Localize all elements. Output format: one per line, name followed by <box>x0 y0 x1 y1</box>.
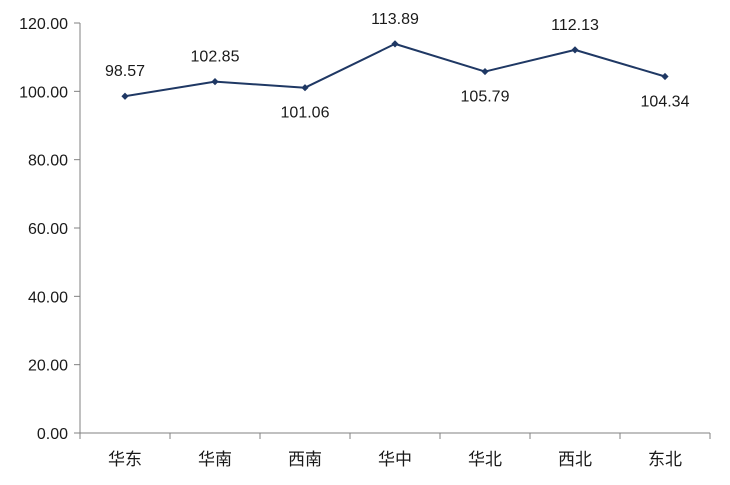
x-tick-label: 华中 <box>378 450 412 470</box>
data-point <box>301 84 309 92</box>
y-tick-label: 0.00 <box>37 426 68 443</box>
data-point <box>121 92 129 100</box>
x-tick-label: 西北 <box>558 450 592 470</box>
y-tick-label: 60.00 <box>28 221 68 238</box>
data-label: 105.79 <box>461 89 510 106</box>
x-tick-label: 华北 <box>468 450 502 470</box>
data-labels: 98.57 102.85 101.06 113.89 105.79 112.13 104.3… <box>105 11 690 122</box>
x-tick-label: 华东 <box>108 450 142 470</box>
data-label: 98.57 <box>105 63 145 80</box>
x-tick-label: 东北 <box>648 450 682 470</box>
y-tick-label: 120.00 <box>19 16 68 33</box>
x-axis: 华东 华南 西南 华中 华北 西北 东北 <box>79 432 711 470</box>
y-tick-label: 100.00 <box>19 84 68 101</box>
data-label: 104.34 <box>641 94 690 111</box>
series-layer <box>121 40 669 100</box>
data-label: 102.85 <box>191 49 240 66</box>
y-tick-label: 80.00 <box>28 153 68 170</box>
data-label: 112.13 <box>551 17 599 34</box>
data-point <box>481 67 489 76</box>
data-label: 113.89 <box>371 11 419 28</box>
x-tick-label: 西南 <box>288 450 322 470</box>
x-tick-label: 华南 <box>198 450 232 470</box>
y-axis: 0.00 20.00 40.00 60.00 80.00 100.00 120.00 <box>19 16 81 443</box>
data-point <box>211 77 219 86</box>
y-tick-label: 20.00 <box>28 358 68 375</box>
data-point <box>571 46 579 54</box>
data-point <box>391 40 399 48</box>
data-label: 101.06 <box>281 105 330 122</box>
data-point <box>661 72 669 81</box>
y-tick-label: 40.00 <box>28 289 68 306</box>
